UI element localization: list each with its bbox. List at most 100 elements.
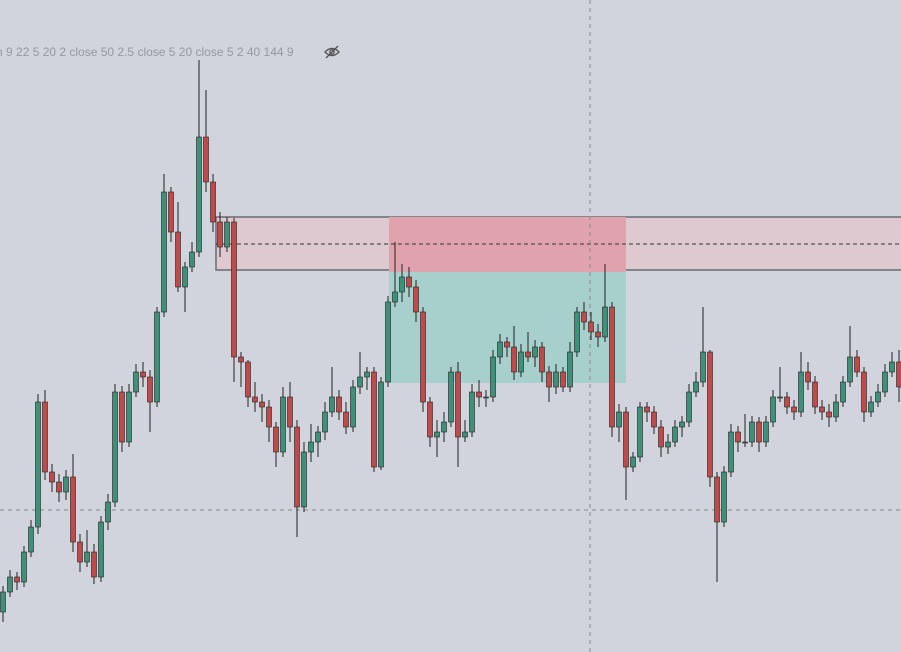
candle-body	[791, 406, 797, 413]
candle-body	[357, 376, 363, 388]
candle-body	[560, 371, 566, 388]
candle-body	[189, 251, 195, 268]
candle-body	[861, 371, 867, 413]
candle-body	[70, 476, 76, 543]
candle-body	[546, 371, 552, 388]
candle-body	[63, 476, 69, 493]
candle-body	[154, 311, 160, 403]
candle-body	[847, 356, 853, 383]
candle-body	[567, 351, 573, 388]
candle-body	[763, 421, 769, 443]
candle-body	[119, 391, 125, 443]
candle-body	[826, 411, 832, 418]
candle-body	[56, 481, 62, 493]
candle-body	[168, 191, 174, 233]
candle-body	[42, 401, 48, 473]
candle-body	[84, 551, 90, 563]
candle-body	[21, 551, 27, 583]
indicator-legend: n 9 22 5 20 2 close 50 2.5 close 5 20 cl…	[0, 45, 294, 59]
candle-body	[707, 351, 713, 478]
candle-body	[581, 311, 587, 323]
candle-body	[742, 441, 748, 444]
candle-body	[504, 341, 510, 348]
candle-body	[238, 356, 244, 363]
candle-body	[315, 431, 321, 443]
candle-body	[455, 371, 461, 438]
candle-body	[385, 301, 391, 383]
candle-body	[182, 266, 188, 288]
candle-body	[77, 541, 83, 563]
candle-body	[287, 396, 293, 428]
candle-body	[161, 191, 167, 313]
candle-body	[252, 396, 258, 403]
candle-body	[35, 401, 41, 528]
candle-body	[0, 591, 6, 613]
candle-body	[784, 396, 790, 408]
candle-body	[595, 331, 601, 338]
candle-body	[770, 396, 776, 423]
candle-body	[448, 371, 454, 423]
candle-body	[434, 431, 440, 438]
candle-body	[14, 576, 20, 583]
candle-body	[602, 306, 608, 338]
candle-body	[868, 401, 874, 413]
candle-body	[637, 406, 643, 458]
candle-body	[497, 341, 503, 358]
candle-body	[413, 286, 419, 313]
candle-body	[798, 371, 804, 413]
candle-body	[483, 396, 489, 399]
candle-body	[112, 391, 118, 503]
candle-body	[672, 426, 678, 443]
candle-body	[644, 406, 650, 413]
candle-body	[854, 356, 860, 373]
candle-body	[777, 396, 783, 399]
candle-body	[812, 381, 818, 408]
candle-body	[273, 426, 279, 453]
candle-body	[679, 421, 685, 428]
candle-body	[126, 391, 132, 443]
candle-body	[210, 181, 216, 223]
candle-body	[539, 346, 545, 373]
candle-body	[399, 276, 405, 293]
candle-body	[588, 321, 594, 333]
candle-body	[28, 526, 34, 553]
candle-body	[364, 371, 370, 378]
candle-body	[896, 361, 901, 388]
candle-body	[350, 386, 356, 428]
candle-body	[462, 431, 468, 438]
candle-body	[630, 456, 636, 468]
candle-body	[378, 381, 384, 468]
candle-body	[140, 371, 146, 378]
candle-body	[714, 476, 720, 523]
candle-body	[196, 136, 202, 253]
candle-body	[105, 501, 111, 523]
candle-body	[427, 401, 433, 438]
candle-body	[609, 306, 615, 428]
candle-body	[133, 371, 139, 393]
candle-body	[889, 361, 895, 373]
candle-body	[203, 136, 209, 183]
candle-body	[490, 356, 496, 398]
candle-body	[574, 311, 580, 353]
hide-icon[interactable]	[324, 45, 340, 59]
candle-body	[217, 221, 223, 248]
candle-body	[476, 391, 482, 398]
candle-body	[875, 391, 881, 403]
candle-body	[329, 396, 335, 413]
candle-body	[371, 371, 377, 468]
candle-body	[518, 351, 524, 373]
candle-body	[294, 426, 300, 508]
candle-body	[686, 391, 692, 423]
candle-body	[308, 441, 314, 453]
candle-body	[623, 411, 629, 468]
candle-body	[756, 421, 762, 443]
candle-body	[658, 426, 664, 448]
candle-body	[259, 401, 265, 408]
candle-body	[728, 431, 734, 473]
candle-body	[392, 291, 398, 303]
candle-body	[525, 351, 531, 358]
candle-body	[735, 431, 741, 443]
candle-body	[406, 276, 412, 288]
